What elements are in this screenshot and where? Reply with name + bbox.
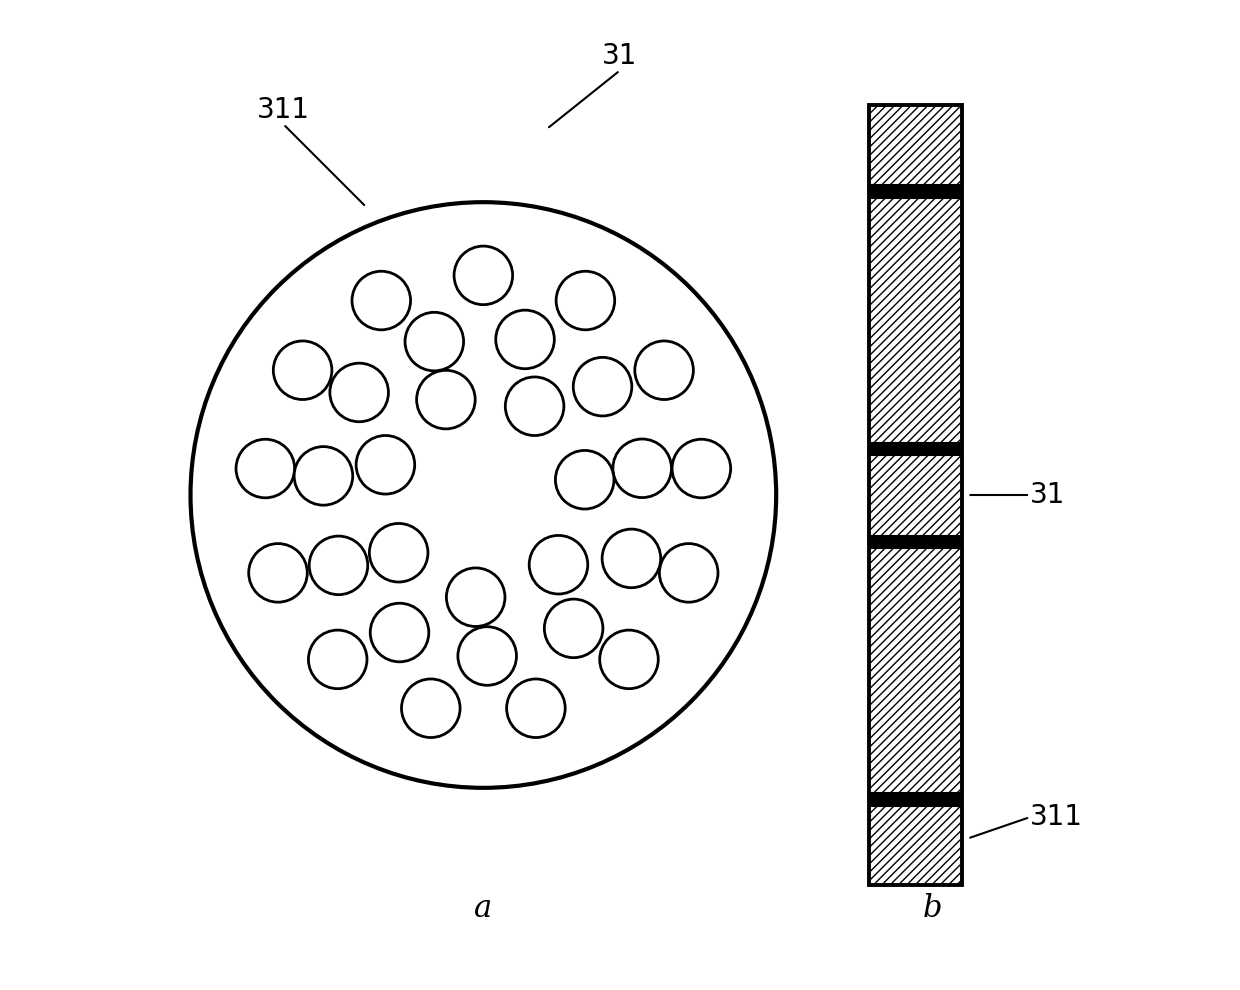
- Circle shape: [556, 450, 614, 509]
- Circle shape: [458, 627, 517, 685]
- Text: a: a: [474, 894, 492, 925]
- Circle shape: [529, 536, 588, 594]
- Circle shape: [672, 440, 730, 498]
- Circle shape: [556, 271, 615, 330]
- Text: 31: 31: [1030, 481, 1065, 509]
- Bar: [869, 535, 962, 548]
- Text: b: b: [923, 894, 942, 925]
- Circle shape: [402, 679, 460, 738]
- Bar: [869, 105, 962, 885]
- Bar: [869, 198, 962, 442]
- Bar: [869, 105, 962, 184]
- Circle shape: [603, 529, 661, 588]
- Circle shape: [191, 202, 776, 788]
- Circle shape: [613, 439, 671, 498]
- Bar: [869, 792, 962, 806]
- Bar: [869, 806, 962, 885]
- Text: 31: 31: [603, 43, 637, 70]
- Circle shape: [405, 312, 464, 371]
- Circle shape: [309, 537, 368, 595]
- Circle shape: [454, 247, 512, 305]
- Circle shape: [600, 630, 658, 689]
- Bar: [869, 184, 962, 198]
- Bar: [869, 548, 962, 792]
- Bar: [869, 455, 962, 535]
- Circle shape: [356, 436, 414, 494]
- Circle shape: [660, 544, 718, 602]
- Circle shape: [573, 357, 632, 416]
- Circle shape: [544, 599, 603, 657]
- Circle shape: [446, 568, 505, 627]
- Bar: [869, 105, 962, 885]
- Circle shape: [249, 544, 308, 602]
- Circle shape: [507, 679, 565, 738]
- Bar: [869, 548, 962, 792]
- Circle shape: [371, 603, 429, 661]
- Bar: [869, 198, 962, 442]
- Text: 311: 311: [1030, 803, 1083, 832]
- Text: 311: 311: [257, 96, 310, 124]
- Circle shape: [294, 446, 352, 505]
- Circle shape: [273, 341, 332, 400]
- Circle shape: [496, 310, 554, 368]
- Circle shape: [352, 271, 410, 330]
- Circle shape: [506, 377, 564, 436]
- Bar: [869, 442, 962, 455]
- Circle shape: [370, 524, 428, 582]
- Circle shape: [417, 370, 475, 429]
- Circle shape: [236, 440, 295, 498]
- Circle shape: [635, 341, 693, 400]
- Bar: [869, 105, 962, 184]
- Circle shape: [309, 630, 367, 689]
- Bar: [869, 455, 962, 535]
- Bar: [869, 806, 962, 885]
- Circle shape: [330, 363, 388, 422]
